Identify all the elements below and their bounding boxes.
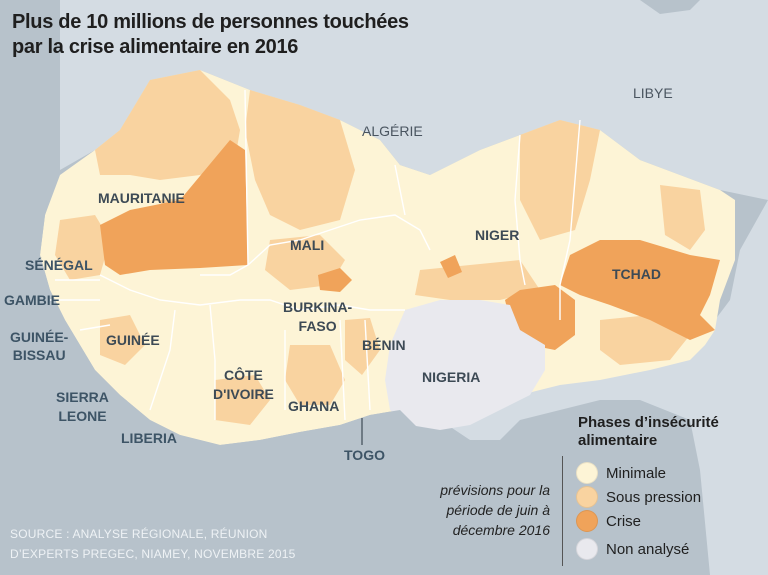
zone-crisis-niger [440,255,462,278]
forecast-note-line3: décembre 2016 [452,522,550,538]
coast-sea [0,0,560,575]
zone-stressed-senegal [55,215,110,280]
legend-label-crisis: Crise [606,512,642,530]
zone-stressed-cote-ivoire [215,375,270,425]
label-sierra-leone: SIERRA LEONE [56,388,109,426]
legend-label-stressed: Sous pression [606,488,702,506]
legend-swatch-not-analysed [576,538,598,560]
legend-item-not-analysed: Non analysé [576,537,689,561]
label-cote-ivoire-line2: D'IVOIRE [213,386,274,402]
source-line2: D’EXPERTS PREGEC, NIAMEY, NOVEMBRE 2015 [10,547,296,561]
legend-item-stressed: Sous pression [576,485,701,509]
label-niger: NIGER [475,227,520,243]
outside-land-north [60,0,768,200]
country-borders [50,89,581,421]
map-title-line1: Plus de 10 millions de personnes touchée… [12,11,409,33]
label-burkina-line2: FASO [298,318,337,334]
map-title-line2: par la crise alimentaire en 2016 [12,36,299,58]
label-benin: BÉNIN [362,337,406,353]
label-burkina-line1: BURKINA- [283,299,353,315]
legend-label-minimal: Minimale [606,464,667,482]
source-text: SOURCE : ANALYSE RÉGIONALE, RÉUNION D’EX… [10,524,295,564]
label-guinea: GUINÉE [106,332,160,348]
label-togo: TOGO [344,447,385,463]
legend-label-not-analysed: Non analysé [606,540,690,558]
label-sierra-leone-line1: SIERRA [56,389,109,405]
legend-title-line2: alimentaire [578,432,658,449]
zone-crisis-mauritania [100,140,248,275]
zone-stressed-mauritania [95,70,240,180]
legend-swatch-minimal [576,462,598,484]
forecast-note-line2: période de juin à [446,502,550,518]
label-mali: MALI [290,237,325,253]
outside-land-island [640,0,700,14]
label-mauritania: MAURITANIE [98,190,185,206]
label-guinea-bissau-line2: BISSAU [12,347,66,363]
source-line1: SOURCE : ANALYSE RÉGIONALE, RÉUNION [10,527,268,541]
label-guinea-bissau-line1: GUINÉE- [10,329,69,345]
map-title: Plus de 10 millions de personnes touchée… [12,10,409,60]
zone-stressed-guinea [100,315,145,365]
legend-title-line1: Phases d’insécurité [578,414,719,431]
label-cote-ivoire-line1: CÔTE [224,367,263,383]
forecast-note-line1: prévisions pour la [440,482,550,498]
label-sierra-leone-line2: LEONE [58,408,107,424]
zone-not-analysed-nigeria [385,300,545,430]
legend-title: Phases d’insécurité alimentaire [578,414,719,450]
label-cote-ivoire: CÔTE D'IVOIRE [213,366,274,404]
legend-bracket [562,456,567,566]
zone-crisis-chad [560,240,720,340]
zone-stressed-mali-north [245,90,355,230]
zone-stressed-benin [345,318,380,375]
label-chad: TCHAD [612,266,661,282]
label-ghana: GHANA [288,398,340,414]
label-guinea-bissau: GUINÉE- BISSAU [10,328,68,364]
legend-swatch-stressed [576,486,598,508]
label-nigeria: NIGERIA [422,369,481,385]
legend-swatch-crisis [576,510,598,532]
zone-stressed-chad-east [660,185,705,250]
outside-land-east [420,200,768,575]
label-senegal: SÉNÉGAL [25,257,93,273]
zone-stressed-ghana [285,345,345,405]
label-burkina-faso: BURKINA- FASO [283,298,352,336]
zone-crisis-mali [318,268,352,292]
zone-stressed-niger-east [520,120,600,240]
forecast-note: prévisions pour la période de juin à déc… [380,480,550,540]
label-gambia: GAMBIE [4,292,60,308]
legend-item-minimal: Minimale [576,461,666,485]
label-liberia: LIBERIA [121,430,177,446]
label-libya: LIBYE [633,85,673,101]
label-algeria: ALGÉRIE [362,123,423,139]
legend-item-crisis: Crise [576,509,641,533]
